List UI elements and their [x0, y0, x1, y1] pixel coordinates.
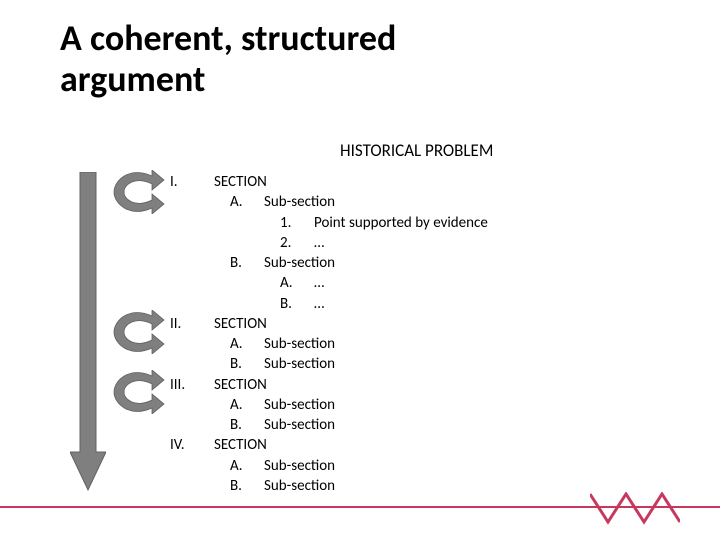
point-row: 2.…	[280, 233, 488, 253]
subsection-row: B.Sub-section	[230, 253, 488, 273]
section-row: II.SECTION	[170, 314, 488, 334]
point-num: B.	[280, 294, 314, 314]
section-label: SECTION	[214, 436, 267, 454]
subsection-row: A.Sub-section	[230, 192, 488, 212]
subsection-num: A.	[230, 334, 264, 354]
subsection-label: Sub-section	[264, 396, 335, 414]
slide-title: A coherent, structured argument	[60, 18, 396, 101]
down-arrow-icon	[70, 172, 106, 492]
curved-arrow-icon-2	[110, 310, 166, 354]
subsection-label: Sub-section	[264, 335, 335, 353]
section-num: II.	[170, 314, 214, 334]
section-label: SECTION	[214, 173, 267, 191]
point-num: A.	[280, 273, 314, 293]
footer-zigzag-icon	[590, 492, 680, 528]
subsection-num: A.	[230, 192, 264, 212]
point-label: …	[314, 234, 324, 252]
subsection-row: A.Sub-section	[230, 395, 488, 415]
subsection-label: Sub-section	[264, 254, 335, 272]
outline-container: I.SECTION A.Sub-section 1.Point supporte…	[170, 172, 488, 496]
point-label: Point supported by evidence	[314, 214, 488, 232]
section-row: I.SECTION	[170, 172, 488, 192]
section-num: IV.	[170, 435, 214, 455]
subsection-row: A.Sub-section	[230, 334, 488, 354]
curved-arrow-icon-1	[110, 170, 166, 214]
section-label: SECTION	[214, 315, 267, 333]
subsection-num: A.	[230, 456, 264, 476]
subsection-label: Sub-section	[264, 355, 335, 373]
curved-arrow-icon-3	[110, 370, 166, 414]
point-num: 1.	[280, 213, 314, 233]
subsection-num: B.	[230, 253, 264, 273]
section-row: III.SECTION	[170, 375, 488, 395]
subsection-num: B.	[230, 415, 264, 435]
title-line-1: A coherent, structured	[60, 16, 396, 60]
section-num: I.	[170, 172, 214, 192]
subsection-label: Sub-section	[264, 457, 335, 475]
subsection-row: B.Sub-section	[230, 354, 488, 374]
subsection-label: Sub-section	[264, 416, 335, 434]
subsection-row: B.Sub-section	[230, 415, 488, 435]
subtitle-text: HISTORICAL PROBLEM	[340, 140, 493, 161]
subsection-num: A.	[230, 395, 264, 415]
subsection-label: Sub-section	[264, 193, 335, 211]
subsection-num: B.	[230, 476, 264, 496]
title-line-2: argument	[60, 57, 205, 101]
point-label: …	[314, 295, 324, 313]
subsection-label: Sub-section	[264, 477, 335, 495]
subsection-num: B.	[230, 354, 264, 374]
subsection-row: A.Sub-section	[230, 456, 488, 476]
point-label: …	[314, 274, 324, 292]
section-label: SECTION	[214, 376, 267, 394]
point-row: 1.Point supported by evidence	[280, 213, 488, 233]
section-row: IV.SECTION	[170, 435, 488, 455]
subsection-row: B.Sub-section	[230, 476, 488, 496]
point-row: A.…	[280, 273, 488, 293]
point-num: 2.	[280, 233, 314, 253]
section-num: III.	[170, 375, 214, 395]
point-row: B.…	[280, 294, 488, 314]
